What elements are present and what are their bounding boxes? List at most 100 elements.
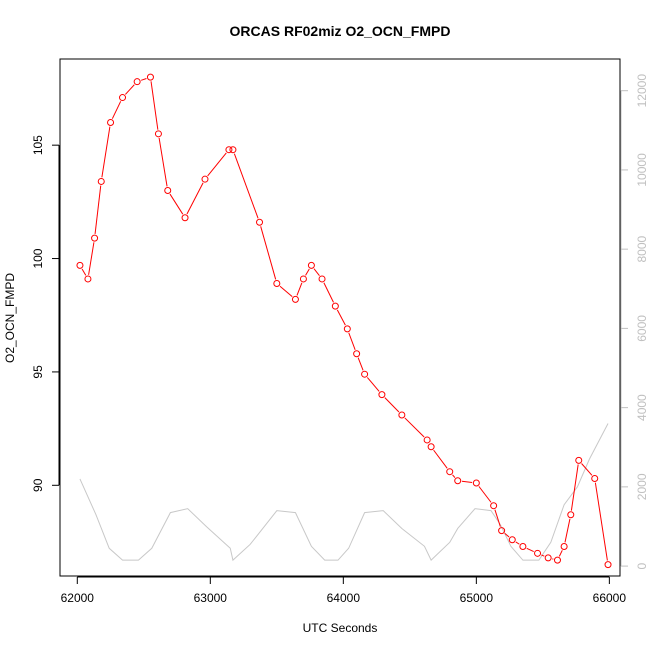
series-0-segment xyxy=(124,84,135,95)
y-axis-label: O2_OCN_FMPD xyxy=(3,273,17,363)
series-0-point xyxy=(508,536,516,544)
series-0-segment xyxy=(494,509,501,527)
series-0-point xyxy=(591,475,599,482)
series-0-segment xyxy=(94,185,102,235)
series-0-point xyxy=(146,73,154,81)
series-0-point xyxy=(343,325,351,333)
series-0-point xyxy=(575,456,583,464)
series-0-point xyxy=(299,275,307,283)
series-0-segment xyxy=(158,137,168,187)
series-1-line xyxy=(79,423,609,562)
series-0-segment xyxy=(404,417,425,438)
series-0-point xyxy=(490,502,498,510)
series-0-segment xyxy=(140,78,147,81)
left-series-layer xyxy=(76,73,612,569)
x-tick-label: 62000 xyxy=(61,591,95,605)
y-tick-label: 95 xyxy=(31,365,45,379)
series-0-point xyxy=(133,78,141,86)
series-0-segment xyxy=(323,282,334,303)
series-0-segment xyxy=(461,480,473,484)
series-0-point xyxy=(560,543,568,551)
series-0-segment xyxy=(564,518,571,543)
series-0-segment xyxy=(384,397,400,413)
series-0-point xyxy=(427,443,435,451)
y-tick-label: 90 xyxy=(31,478,45,492)
series-0-point xyxy=(353,350,361,358)
y2-tick-label: 6000 xyxy=(635,315,649,342)
y2-tick-label: 0 xyxy=(635,562,649,569)
series-0-segment xyxy=(88,242,95,275)
series-0-segment xyxy=(260,226,277,280)
series-0-segment xyxy=(504,532,510,538)
series-0-point xyxy=(119,94,127,102)
series-0-segment xyxy=(81,268,87,276)
series-0-point xyxy=(378,391,386,399)
series-0-point xyxy=(273,279,281,287)
series-0-segment xyxy=(169,193,184,215)
series-0-segment xyxy=(581,463,593,476)
series-0-point xyxy=(446,468,454,476)
series-0-point xyxy=(76,261,84,269)
y-tick-label: 105 xyxy=(31,135,45,155)
series-0-segment xyxy=(279,285,293,298)
series-0-segment xyxy=(515,541,520,545)
series-0-point xyxy=(201,175,209,183)
series-0-point xyxy=(91,234,99,242)
series-0-point xyxy=(398,411,406,419)
series-0-segment xyxy=(101,126,111,178)
series-0-segment xyxy=(150,81,159,130)
series-0-point xyxy=(164,187,172,195)
series-0-segment xyxy=(296,282,303,296)
series-0-point xyxy=(423,436,431,444)
chart-title: ORCAS RF02miz O2_OCN_FMPD xyxy=(230,23,451,39)
series-0-point xyxy=(361,370,369,378)
right-series-layer xyxy=(79,423,609,562)
series-0-point xyxy=(318,275,326,283)
y2-tick-label: 8000 xyxy=(635,235,649,262)
x-tick-label: 64000 xyxy=(327,591,361,605)
series-0-point xyxy=(604,561,612,569)
series-0-segment xyxy=(526,547,534,553)
series-0-point xyxy=(181,214,189,222)
series-0-segment xyxy=(186,182,204,215)
series-0-point xyxy=(229,146,237,154)
x-axis: 62000 63000 64000 65000 66000 xyxy=(61,576,627,605)
y2-tick-label: 4000 xyxy=(635,394,649,421)
series-0-point xyxy=(454,477,462,485)
series-0-point xyxy=(567,511,575,519)
series-0-segment xyxy=(305,268,310,276)
y-axis-right: 0 2000 4000 6000 8000 10000 12000 xyxy=(620,74,649,569)
y2-tick-label: 12000 xyxy=(635,74,649,108)
series-0-segment xyxy=(366,377,380,392)
series-0-segment xyxy=(478,486,492,503)
series-0-segment xyxy=(357,357,364,371)
series-0-point xyxy=(519,543,527,551)
series-0-point xyxy=(472,479,480,487)
series-0-segment xyxy=(594,482,608,561)
series-0-segment xyxy=(313,268,320,276)
series-0-point xyxy=(534,549,542,557)
series-0-point xyxy=(498,527,506,535)
series-0-point xyxy=(291,295,299,303)
series-0-point xyxy=(307,261,315,269)
x-tick-label: 66000 xyxy=(593,591,627,605)
series-0-point xyxy=(256,218,264,226)
series-0-point xyxy=(544,554,552,562)
series-0-segment xyxy=(433,449,448,469)
series-0-point xyxy=(154,130,162,138)
y-axis-left: 90 95 100 105 xyxy=(31,135,60,492)
x-tick-label: 63000 xyxy=(194,591,228,605)
series-0-segment xyxy=(233,153,259,219)
series-0-point xyxy=(97,177,105,185)
y2-tick-label: 10000 xyxy=(635,153,649,187)
series-0-segment xyxy=(207,152,227,177)
series-0-point xyxy=(107,118,115,126)
x-tick-label: 65000 xyxy=(460,591,494,605)
y-tick-label: 100 xyxy=(31,248,45,268)
series-0-segment xyxy=(541,554,545,557)
series-0-segment xyxy=(336,309,346,326)
series-0-segment xyxy=(348,332,356,351)
plot-frame xyxy=(59,58,621,577)
